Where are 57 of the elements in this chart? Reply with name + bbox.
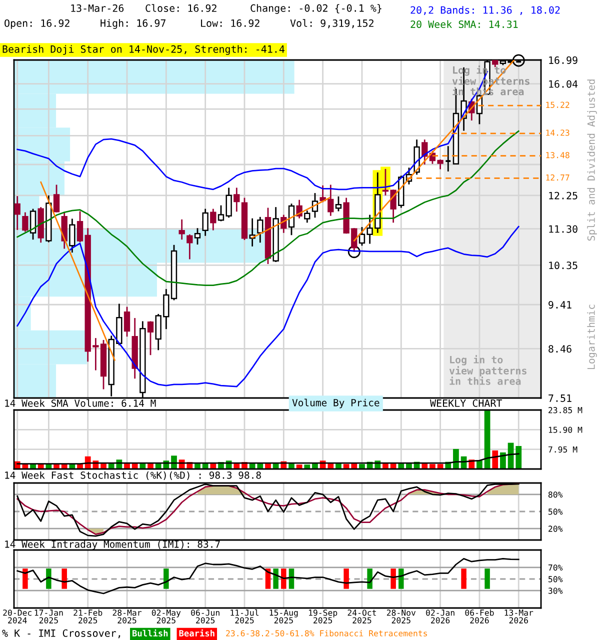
y-tick-label: 20%: [548, 526, 563, 532]
text: WEEKLY CHART: [430, 399, 502, 407]
text: Vol: 9,319,152: [290, 19, 374, 28]
x-tick-label: 20-Dec 2024: [3, 610, 32, 624]
text: 23.6-38.2-50-61.8% Fibonacci Retracements: [226, 630, 427, 636]
x-tick-label: 19-Sep 2025: [309, 610, 338, 624]
y-tick-label: 70%: [548, 564, 563, 571]
chart-title: 14 Week SMA Volume: 6.14 M: [5, 399, 156, 407]
text: Change: -0.02 {-0.1 %}: [250, 4, 382, 14]
text: Low: 16.92: [201, 19, 260, 27]
y-tick-label: 10.35: [549, 262, 578, 270]
text: Open: 16.92: [4, 19, 70, 29]
text: Logarithmic: [587, 304, 597, 370]
y-tick-label: 80%: [548, 491, 563, 498]
y-tick-label: 16.99: [549, 56, 578, 64]
text: Split and Dividend Adjusted: [587, 80, 597, 241]
legend-title: % K - IMI Crossover,: [2, 629, 120, 638]
text: 20 Week SMA: 14.31: [410, 20, 518, 28]
series-label: 12.77: [546, 174, 570, 180]
x-tick-label: 28-Mar 2025: [112, 610, 142, 624]
chart-title: 14 Week Fast Stochastic (%K)(%D) : 98.3 98.8: [5, 471, 261, 480]
y-tick-label: 50%: [548, 576, 563, 582]
y-tick-label: 23.85 M: [548, 407, 582, 414]
text: Bullish: [132, 629, 168, 636]
x-tick-label: 24-Oct 2025: [348, 610, 376, 624]
annotation: Log in to view patterns in this area: [449, 355, 526, 385]
y-tick-label: 50%: [548, 508, 563, 515]
text: Bearish: [179, 629, 214, 636]
x-tick-label: 11-Jul 2025: [230, 609, 258, 624]
y-tick-label: 12.25: [549, 192, 578, 200]
series-label: 14.23: [546, 130, 570, 136]
y-tick-label: 9.41: [548, 301, 572, 309]
y-tick-label: 7.51: [548, 394, 572, 402]
text: 20,2 Bands: 11.36 , 18.02: [410, 6, 560, 16]
x-tick-label: 06-Feb 2026: [465, 609, 494, 624]
y-tick-label: 30%: [548, 588, 563, 594]
x-tick-label: 28-Nov 2025: [386, 610, 416, 624]
text: Close: 16.92: [146, 4, 216, 12]
text: High: 16.97: [100, 19, 166, 29]
x-tick-label: 21-Feb 2025: [74, 609, 102, 624]
y-tick-label: 16.04: [549, 80, 578, 88]
text: 13-Mar-26: [71, 4, 124, 12]
y-tick-label: 8.46: [548, 345, 572, 353]
chart-title: 14 Week Intraday Momentum (IMI): 83.7: [5, 540, 220, 550]
series-label: 13.48: [546, 152, 570, 158]
x-tick-label: 02-Jan 2026: [426, 610, 454, 624]
y-tick-label: 7.95 M: [548, 446, 578, 453]
x-tick-label: 02-May 2025: [152, 610, 181, 624]
x-tick-label: 15-Aug 2025: [270, 610, 298, 624]
x-tick-label: 06-Jun 2025: [191, 610, 220, 624]
text: Bearish Doji Star on 14-Nov-25, Strength: -41.4: [2, 45, 284, 55]
series-label: 15.22: [546, 102, 570, 108]
y-tick-label: 15.90 M: [548, 426, 582, 433]
y-tick-label: 11.30: [549, 225, 578, 233]
x-tick-label: 13-Mar 2026: [504, 610, 534, 624]
text: Volume By Price: [292, 398, 380, 408]
x-tick-label: 17-Jan 2025: [34, 610, 63, 624]
